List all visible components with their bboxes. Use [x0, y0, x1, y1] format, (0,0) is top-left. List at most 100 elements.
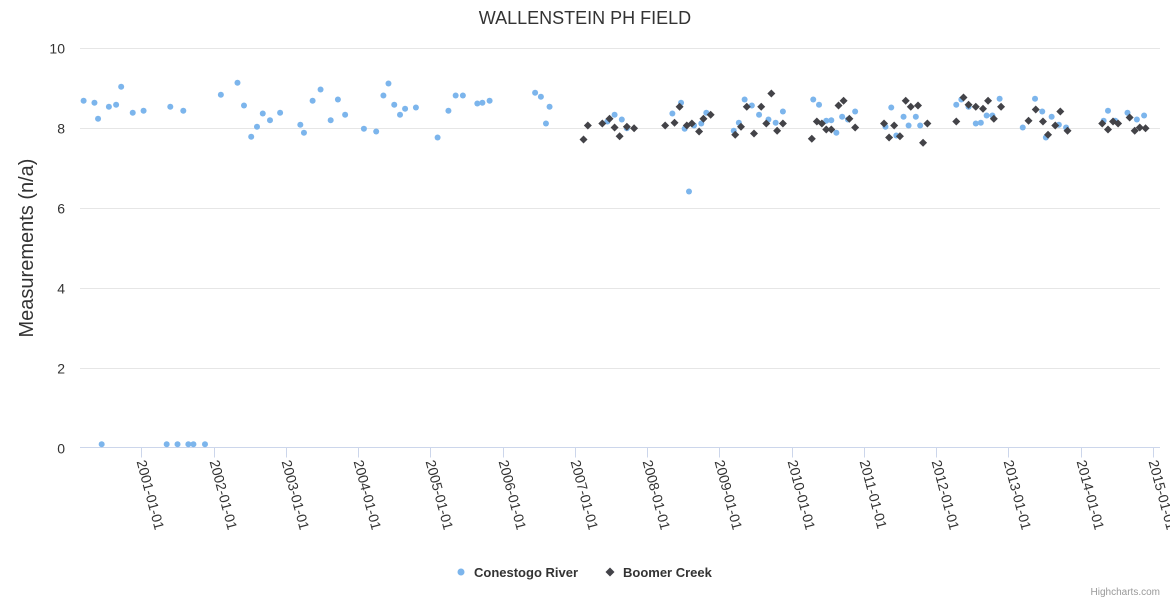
data-point[interactable] [913, 101, 922, 110]
data-point[interactable] [253, 123, 260, 130]
data-point[interactable] [972, 120, 979, 127]
data-point[interactable] [240, 102, 247, 109]
data-point[interactable] [1031, 105, 1040, 114]
data-point[interactable] [919, 138, 928, 147]
data-point[interactable] [434, 134, 441, 141]
data-point[interactable] [583, 121, 592, 130]
data-point[interactable] [772, 119, 779, 126]
data-point[interactable] [360, 125, 367, 132]
data-point[interactable] [479, 99, 486, 106]
data-point[interactable] [1024, 116, 1033, 125]
data-point[interactable] [163, 441, 170, 448]
data-point[interactable] [880, 119, 889, 128]
data-point[interactable] [397, 111, 404, 118]
data-point[interactable] [1103, 125, 1112, 134]
data-point[interactable] [542, 120, 549, 127]
data-point[interactable] [342, 111, 349, 118]
data-point[interactable] [669, 110, 676, 117]
data-point[interactable] [1063, 126, 1072, 135]
data-point[interactable] [983, 112, 990, 119]
data-point[interactable] [822, 125, 831, 134]
data-point[interactable] [618, 116, 625, 123]
data-point[interactable] [537, 93, 544, 100]
data-point[interactable] [779, 108, 786, 115]
data-point[interactable] [1125, 113, 1134, 122]
data-point[interactable] [95, 115, 102, 122]
data-point[interactable] [1098, 119, 1107, 128]
data-point[interactable] [816, 101, 823, 108]
data-point[interactable] [327, 117, 334, 124]
data-point[interactable] [622, 122, 631, 131]
data-point[interactable] [917, 122, 924, 129]
data-point[interactable] [670, 118, 679, 127]
data-point[interactable] [234, 79, 241, 86]
data-point[interactable] [598, 119, 607, 128]
data-point[interactable] [852, 108, 859, 115]
data-point[interactable] [1141, 112, 1148, 119]
data-point[interactable] [391, 101, 398, 108]
data-point[interactable] [833, 129, 840, 136]
credits-link[interactable]: Highcharts.com [1091, 587, 1160, 598]
data-point[interactable] [334, 96, 341, 103]
data-point[interactable] [1039, 108, 1046, 115]
data-point[interactable] [839, 113, 846, 120]
data-point[interactable] [810, 96, 817, 103]
data-point[interactable] [459, 92, 466, 99]
data-point[interactable] [923, 119, 932, 128]
data-point[interactable] [297, 121, 304, 128]
data-point[interactable] [630, 124, 639, 133]
data-point[interactable] [309, 97, 316, 104]
data-point[interactable] [277, 109, 284, 116]
data-point[interactable] [1019, 124, 1026, 131]
data-point[interactable] [605, 114, 614, 123]
data-point[interactable] [1048, 113, 1055, 120]
data-point[interactable] [1135, 123, 1144, 132]
legend-item-boomer[interactable]: Boomer Creek [605, 565, 713, 580]
data-point[interactable] [1044, 130, 1053, 139]
data-point[interactable] [1133, 116, 1140, 123]
data-point[interactable] [984, 96, 993, 105]
data-point[interactable] [248, 133, 255, 140]
data-point[interactable] [373, 128, 380, 135]
data-point[interactable] [259, 110, 266, 117]
data-point[interactable] [952, 117, 961, 126]
data-point[interactable] [737, 122, 746, 131]
data-point[interactable] [452, 92, 459, 99]
data-point[interactable] [190, 441, 197, 448]
data-point[interactable] [201, 441, 208, 448]
data-point[interactable] [890, 121, 899, 130]
data-point[interactable] [971, 102, 980, 111]
data-point[interactable] [699, 114, 708, 123]
data-point[interactable] [977, 119, 984, 126]
data-point[interactable] [823, 117, 830, 124]
data-point[interactable] [546, 103, 553, 110]
data-point[interactable] [167, 103, 174, 110]
data-point[interactable] [687, 119, 696, 128]
data-point[interactable] [767, 89, 776, 98]
data-point[interactable] [756, 111, 763, 118]
data-point[interactable] [140, 107, 147, 114]
data-point[interactable] [695, 127, 704, 136]
data-point[interactable] [1038, 117, 1047, 126]
data-point[interactable] [888, 104, 895, 111]
data-point[interactable] [959, 93, 968, 102]
data-point[interactable] [706, 110, 715, 119]
data-point[interactable] [895, 132, 904, 141]
data-point[interactable] [906, 102, 915, 111]
data-point[interactable] [1032, 95, 1039, 102]
data-point[interactable] [129, 109, 136, 116]
data-point[interactable] [317, 86, 324, 93]
data-point[interactable] [486, 97, 493, 104]
data-point[interactable] [402, 105, 409, 112]
data-point[interactable] [98, 441, 105, 448]
data-point[interactable] [380, 92, 387, 99]
data-point[interactable] [675, 102, 684, 111]
data-point[interactable] [885, 133, 894, 142]
data-point[interactable] [118, 83, 125, 90]
data-point[interactable] [750, 129, 759, 138]
data-point[interactable] [300, 129, 307, 136]
data-point[interactable] [113, 101, 120, 108]
data-point[interactable] [532, 89, 539, 96]
data-point[interactable] [1104, 107, 1111, 114]
data-point[interactable] [827, 125, 836, 134]
